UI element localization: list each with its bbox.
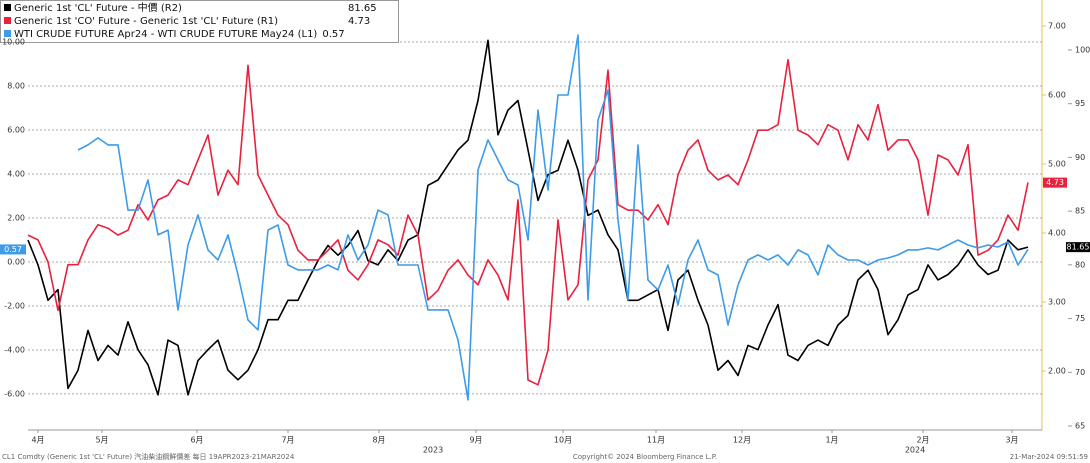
legend-value: 4.73 [348, 16, 370, 27]
legend-value: 81.65 [348, 3, 377, 14]
y-tick-label: 0.00 [7, 257, 25, 266]
legend-label: WTI CRUDE FUTURE Apr24 - WTI CRUDE FUTUR… [14, 29, 317, 40]
last-value-box [1066, 242, 1090, 253]
x-tick-label: 8月 [372, 436, 385, 445]
y-tick-label: -6.00 [4, 389, 25, 398]
y3-tick-label: 95 [1075, 99, 1085, 108]
y2-tick-label: 5.00 [1048, 160, 1066, 169]
y-tick-label: 4.00 [7, 169, 25, 178]
last-value-box [0, 244, 26, 255]
y2-tick-label: 6.00 [1048, 91, 1066, 100]
y-tick-label: 10.00 [2, 38, 25, 47]
x-tick-label: 4月 [31, 436, 44, 445]
y2-tick-label: 2.00 [1048, 367, 1066, 376]
x-tick-label: 5月 [95, 436, 108, 445]
y2-tick-label: 3.00 [1048, 298, 1066, 307]
y-tick-label: 6.00 [7, 125, 25, 134]
y2-tick-label: 7.00 [1048, 22, 1066, 31]
series-line [27, 59, 1029, 386]
legend: Generic 1st 'CL' Future - 中價 (R2) 81.65 Ge… [0, 0, 399, 43]
x-tick-label: 9月 [469, 436, 482, 445]
footer-right: 21-Mar-2024 09:51:59 [1010, 453, 1088, 461]
footer-left: CL1 Comdty (Generic 1st 'CL' Future) 汽油柴… [2, 452, 295, 461]
x-tick-label: 11月 [647, 436, 665, 445]
footer-center: Copyright© 2024 Bloomberg Finance L.P. [573, 453, 717, 461]
series-line [27, 39, 1029, 396]
x-tick-label: 3月 [1005, 436, 1018, 445]
legend-box [0, 0, 399, 43]
last-value-label: 81.65 [1067, 243, 1090, 252]
legend-label: Generic 1st 'CO' Future - Generic 1st 'C… [14, 16, 278, 27]
year-label: 2024 [905, 446, 925, 455]
legend-value: 0.57 [322, 29, 344, 40]
legend-swatch [4, 17, 11, 24]
y2-tick-label: 4.00 [1048, 229, 1066, 238]
series-line [77, 34, 1029, 401]
x-tick-label: 6月 [190, 436, 203, 445]
y3-tick-label: 75 [1075, 314, 1085, 323]
legend-label: Generic 1st 'CL' Future - 中價 (R2) [14, 1, 182, 14]
y3-tick-label: 90 [1075, 153, 1085, 162]
y3-tick-label: 65 [1075, 422, 1085, 431]
year-label: 2023 [423, 446, 443, 455]
y3-tick-label: 80 [1075, 260, 1085, 269]
x-tick-label: 12月 [733, 436, 751, 445]
last-value-box [1043, 177, 1067, 188]
y3-tick-label: 85 [1075, 207, 1085, 216]
legend-swatch [4, 30, 11, 37]
y-tick-label: 2.00 [7, 213, 25, 222]
y-tick-label: -4.00 [4, 345, 25, 354]
x-tick-label: 7月 [281, 436, 294, 445]
y3-tick-label: 100 [1075, 45, 1090, 54]
x-tick-label: 10月 [554, 436, 572, 445]
x-tick-label: 2月 [916, 436, 929, 445]
last-value-label: 4.73 [1046, 178, 1064, 187]
last-value-label: 0.57 [4, 245, 22, 254]
legend-swatch [4, 4, 11, 11]
y-tick-label: 8.00 [7, 82, 25, 91]
x-tick-label: 1月 [825, 436, 838, 445]
y-tick-label: -2.00 [4, 301, 25, 310]
y3-tick-label: 70 [1075, 368, 1085, 377]
